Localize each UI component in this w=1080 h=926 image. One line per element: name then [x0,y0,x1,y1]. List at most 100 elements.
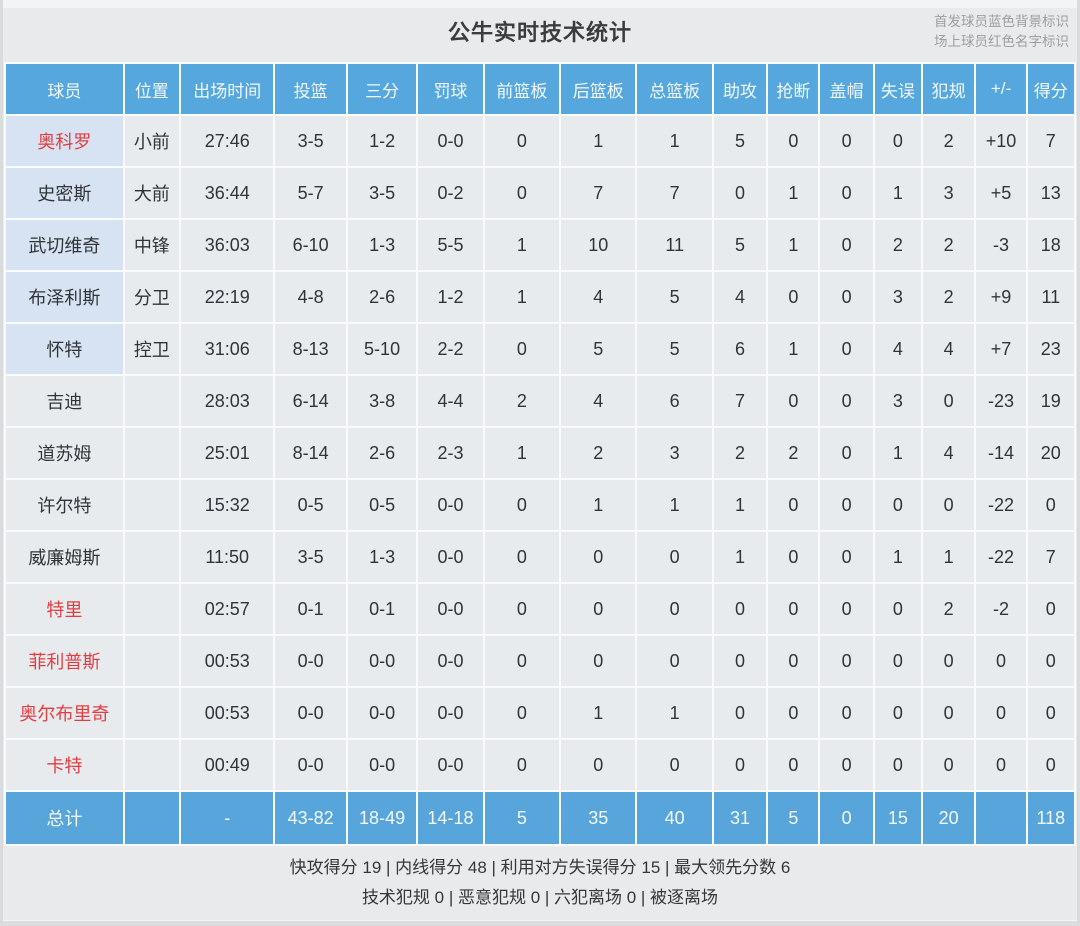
stat-cell-ft: 0-0 [416,582,485,636]
stat-cell-dreb: 7 [559,166,638,220]
stat-cell-oreb: 1 [482,218,562,272]
stat-cell-fg: 0-1 [273,582,348,636]
column-header-fg: 投篮 [273,62,348,116]
position-cell: 控卫 [122,322,181,376]
stat-cell-oreb: 1 [482,426,562,480]
stat-cell-treb: 0 [635,530,714,584]
stat-cell-time: 22:19 [178,270,276,324]
stat-cell-3p: 0-0 [345,686,419,740]
column-header-ft: 罚球 [416,62,485,116]
player-row: 吉迪 28:03 6-14 3-8 4-4 2 4 6 7 0 0 3 0 -23 19 [4,374,1077,428]
stat-cell-stl: 1 [766,166,821,220]
stat-cell-fg: 4-8 [273,270,348,324]
stat-cell-to: 0 [872,114,924,168]
stat-cell-stl: 2 [766,426,821,480]
stat-cell-blk: 0 [818,374,875,428]
title-bar: 公牛实时技术统计 首发球员蓝色背景标识 场上球员红色名字标识 [3,8,1077,62]
column-header-time: 出场时间 [178,62,276,116]
stat-cell-stl: 0 [766,478,821,532]
summary-line-scoring: 快攻得分 19 | 内线得分 48 | 利用对方失误得分 15 | 最大领先分数… [289,858,791,877]
stat-cell-ast: 1 [711,530,769,584]
stat-cell-pf: 1 [921,530,977,584]
stat-cell-oreb: 1 [482,270,562,324]
column-header-dreb: 后篮板 [559,62,638,116]
stat-cell-pts: 18 [1025,218,1077,272]
column-header-treb: 总篮板 [635,62,714,116]
stat-cell-ft: 0-0 [416,738,485,792]
column-header-3p: 三分 [345,62,419,116]
top-edge-strip [3,0,1077,8]
total-stat-cell-3p: 18-49 [345,790,419,846]
total-stat-cell-ft: 14-18 [416,790,485,846]
player-row: 怀特 控卫 31:06 8-13 5-10 2-2 0 5 5 6 1 0 4 4 +7 23 [4,322,1077,376]
stat-cell-ft: 0-0 [416,634,485,688]
player-name-cell: 奥尔布里奇 [4,686,125,740]
stat-cell-dreb: 0 [559,530,638,584]
stat-cell-blk: 0 [818,478,875,532]
stat-cell-stl: 0 [766,270,821,324]
stat-cell-time: 27:46 [178,114,276,168]
stat-cell-time: 00:53 [178,686,276,740]
stat-cell-pts: 11 [1025,270,1077,324]
stat-cell-pts: 7 [1025,114,1077,168]
stat-cell-plus-minus: +5 [974,166,1028,220]
stat-cell-ft: 0-0 [416,114,485,168]
column-header-stl: 抢断 [766,62,821,116]
stat-cell-oreb: 2 [482,374,562,428]
stat-cell-blk: 0 [818,738,875,792]
stat-cell-oreb: 0 [482,582,562,636]
position-cell [122,374,181,428]
stat-cell-plus-minus: +10 [974,114,1028,168]
stat-cell-blk: 0 [818,426,875,480]
stat-cell-fg: 6-10 [273,218,348,272]
stat-cell-time: 28:03 [178,374,276,428]
stat-cell-to: 0 [872,686,924,740]
stat-cell-3p: 0-0 [345,634,419,688]
position-cell [122,530,181,584]
player-name-cell: 奥科罗 [4,114,125,168]
stat-cell-fg: 0-0 [273,634,348,688]
stat-cell-plus-minus: -2 [974,582,1028,636]
stat-cell-pts: 23 [1025,322,1077,376]
stat-cell-treb: 1 [635,114,714,168]
stat-cell-pf: 4 [921,426,977,480]
stat-cell-blk: 0 [818,114,875,168]
stat-cell-ast: 7 [711,374,769,428]
stat-cell-time: 00:49 [178,738,276,792]
position-cell: 大前 [122,166,181,220]
total-stat-cell-oreb: 5 [482,790,562,846]
stat-cell-pts: 13 [1025,166,1077,220]
stat-cell-time: 00:53 [178,634,276,688]
column-header-blk: 盖帽 [818,62,875,116]
stat-cell-pts: 0 [1025,478,1077,532]
stat-cell-blk: 0 [818,270,875,324]
player-name-cell: 武切维奇 [4,218,125,272]
player-name-cell: 怀特 [4,322,125,376]
stat-cell-ast: 2 [711,426,769,480]
stat-cell-ast: 0 [711,738,769,792]
stat-cell-to: 3 [872,270,924,324]
stat-cell-oreb: 0 [482,634,562,688]
total-label-cell: 总计 [4,790,125,846]
stat-cell-pf: 3 [921,166,977,220]
stat-cell-3p: 0-5 [345,478,419,532]
stats-table: 球员 位置 出场时间 投篮 三分 罚球 前篮板 后篮板 总篮板 助攻 抢断 盖帽 失误 犯规 +/- 得分 奥… [4,62,1077,846]
stat-cell-ft: 2-2 [416,322,485,376]
stat-cell-pts: 0 [1025,634,1077,688]
stat-cell-treb: 1 [635,478,714,532]
stat-cell-blk: 0 [818,634,875,688]
player-name-cell: 吉迪 [4,374,125,428]
stat-cell-to: 2 [872,218,924,272]
player-row: 特里 02:57 0-1 0-1 0-0 0 0 0 0 0 0 0 2 -2 0 [4,582,1077,636]
total-row: 总计 -43-82 18-49 14-18 5 35 40 31 5 0 15 20 118 [4,790,1077,846]
stat-cell-3p: 3-8 [345,374,419,428]
stat-cell-fg: 8-13 [273,322,348,376]
stat-cell-stl: 1 [766,218,821,272]
stat-cell-to: 1 [872,166,924,220]
stat-cell-pf: 4 [921,322,977,376]
stat-cell-oreb: 0 [482,530,562,584]
column-header-ast: 助攻 [711,62,769,116]
stat-cell-pts: 20 [1025,426,1077,480]
stat-cell-3p: 1-3 [345,218,419,272]
stat-cell-ast: 0 [711,634,769,688]
